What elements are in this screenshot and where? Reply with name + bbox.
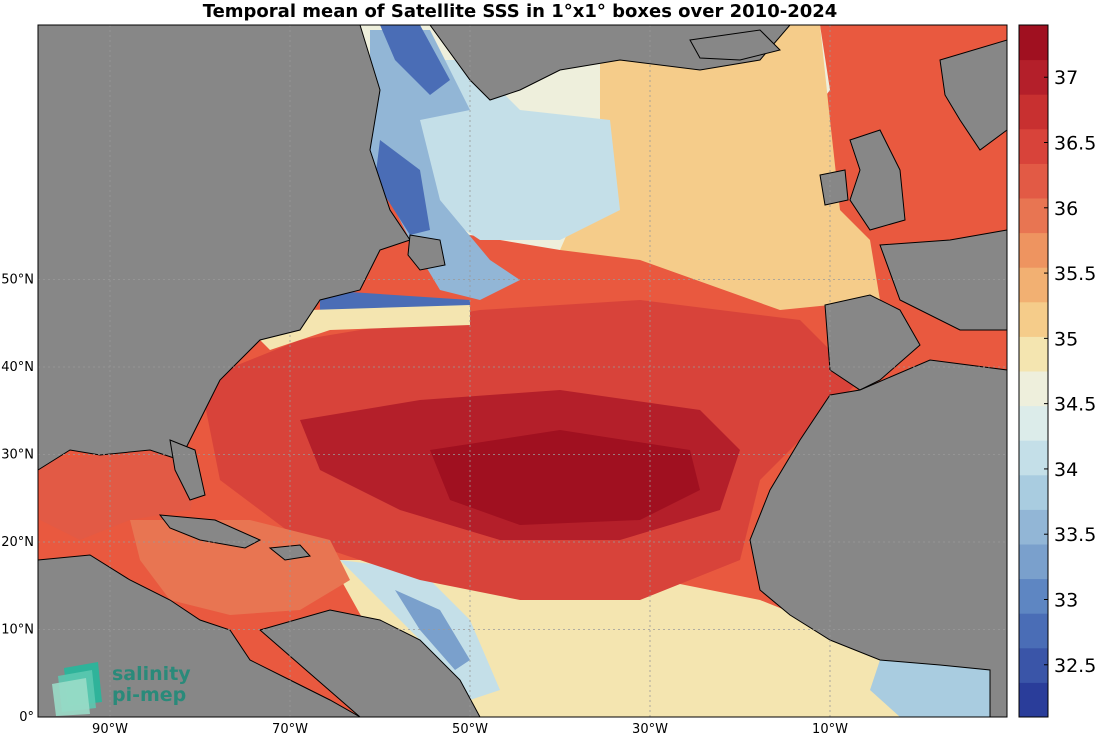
africa	[749, 359, 1008, 718]
amazon-plume-blue	[395, 590, 470, 670]
map-panel	[37, 24, 1008, 718]
map-title: Temporal mean of Satellite SSS in 1°x1° …	[202, 1, 838, 22]
colorbar-swatch	[1019, 267, 1048, 303]
colorbar-swatch	[1019, 25, 1048, 61]
north-america	[37, 24, 411, 471]
iceland	[689, 29, 781, 61]
colorbar-label: 32.5	[1054, 655, 1095, 677]
logo-line2: pi-mep	[112, 684, 186, 706]
colorbar-swatch	[1019, 163, 1048, 199]
lat-label: 50°N	[1, 273, 34, 288]
caribbean	[130, 520, 350, 615]
colorbar-swatch	[1019, 301, 1048, 337]
map-frame	[37, 24, 1008, 718]
colorbar: 32.5 33 33.5 34 34.5 35 35.5 36 36.5 37	[1018, 24, 1095, 718]
lat-label: 20°N	[1, 535, 34, 550]
colorbar-swatch	[1019, 682, 1048, 718]
colorbar-swatch	[1019, 544, 1048, 580]
lat-label: 0°	[19, 710, 34, 725]
lon-label: 50°W	[452, 722, 488, 737]
longitude-labels: 90°W 70°W 50°W 30°W 10°W	[92, 722, 848, 737]
colorbar-label: 34.5	[1054, 394, 1095, 416]
logo-mark-icon	[52, 662, 102, 716]
lat-label: 10°N	[1, 623, 34, 638]
colorbar-swatch	[1019, 198, 1048, 234]
colorbar-label: 34	[1054, 459, 1078, 481]
colorbar-label: 33.5	[1054, 524, 1095, 546]
colorbar-frame	[1018, 24, 1049, 718]
graticule	[38, 25, 1007, 717]
subpolar-mid	[560, 25, 880, 310]
gulf-guinea-fresh	[870, 660, 1000, 717]
colorbar-label: 36.5	[1054, 133, 1095, 155]
ireland	[819, 169, 849, 206]
colorbar-labels: 32.5 33 33.5 34 34.5 35 35.5 36 36.5 37	[1044, 67, 1095, 677]
colorbar-swatch	[1019, 647, 1048, 683]
land	[37, 24, 1008, 718]
colorbar-swatch	[1019, 232, 1048, 268]
lon-label: 70°W	[272, 722, 308, 737]
iberia	[824, 294, 921, 391]
colorbar-swatch	[1019, 59, 1048, 95]
colorbar-swatch	[1019, 474, 1048, 510]
colorbar-swatch	[1019, 578, 1048, 614]
colorbar-swatch	[1019, 371, 1048, 407]
lat-label: 40°N	[1, 360, 34, 375]
lon-label: 10°W	[812, 722, 848, 737]
colorbar-label: 36	[1054, 198, 1078, 220]
salinity-pi-mep-logo: salinity pi-mep	[52, 662, 191, 716]
newfoundland	[407, 234, 446, 271]
logo-line1: salinity	[112, 663, 191, 685]
lon-label: 30°W	[632, 722, 668, 737]
florida	[169, 439, 206, 501]
colorbar-swatch	[1019, 128, 1048, 164]
colorbar-swatch	[1019, 336, 1048, 372]
cuba	[158, 514, 262, 549]
latitude-labels: 0° 10°N 20°N 30°N 40°N 50°N	[1, 273, 34, 726]
colorbar-swatch	[1019, 405, 1048, 441]
labrador-shelf	[370, 30, 520, 300]
colorbar-label: 33	[1054, 589, 1078, 611]
colorbar-label: 37	[1054, 67, 1078, 89]
colorbar-swatch	[1019, 440, 1048, 476]
colorbar-swatch	[1019, 613, 1048, 649]
lon-label: 90°W	[92, 722, 128, 737]
tropical-belt-fresh	[330, 560, 1007, 717]
lat-label: 30°N	[1, 448, 34, 463]
colorbar-swatch	[1019, 94, 1048, 130]
colorbar-label: 35.5	[1054, 263, 1095, 285]
british-isles	[849, 129, 906, 231]
colorbar-label: 35	[1054, 328, 1078, 350]
subtropical-max	[430, 430, 700, 525]
gulf-of-mexico	[40, 450, 200, 540]
labrador-coast	[320, 25, 470, 320]
colorbar-swatch	[1019, 509, 1048, 545]
